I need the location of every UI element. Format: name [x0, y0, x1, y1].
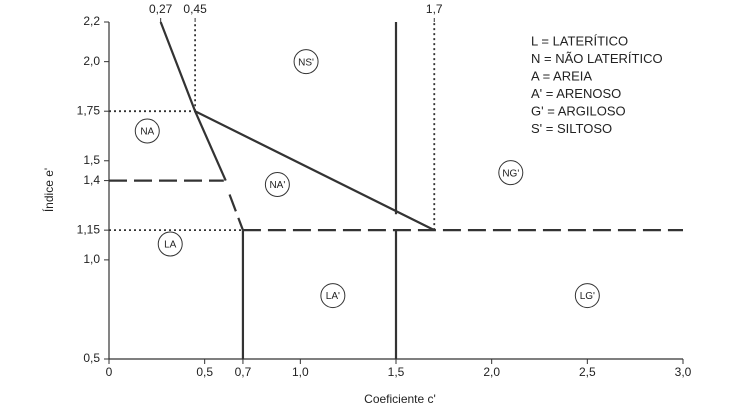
- region-label: NG': [502, 168, 519, 179]
- legend-note: N = NÃO LATERÍTICO: [531, 51, 663, 66]
- x-tick-label: 0,5: [196, 365, 213, 379]
- x-tick-label: 2,5: [579, 365, 596, 379]
- region-marker: [157, 231, 183, 257]
- y-tick-label: 1,75: [77, 103, 101, 117]
- boundary-line: [228, 194, 244, 231]
- region-marker: [264, 172, 290, 198]
- y-tick-label: 2,2: [83, 14, 100, 28]
- x2-tick-label: 0,27: [149, 2, 173, 16]
- region-marker: [320, 283, 346, 309]
- x-tick-label: 0: [106, 365, 113, 379]
- y-tick-label: 1,4: [83, 173, 100, 187]
- region-label: NS': [298, 57, 314, 68]
- region-label: NA': [269, 180, 285, 191]
- boundary-line: [194, 110, 227, 182]
- y-tick-label: 2,0: [83, 54, 100, 68]
- region-label: NA: [140, 127, 154, 138]
- region-label: LA: [164, 240, 177, 251]
- region-marker: [498, 160, 524, 186]
- x-tick-label: 1,0: [292, 365, 309, 379]
- y-tick-label: 0,5: [83, 351, 100, 365]
- x-tick-label: 3,0: [675, 365, 692, 379]
- legend-note: A' = ARENOSO: [531, 86, 621, 101]
- region-label: LG': [580, 291, 595, 302]
- legend-note: A = AREIA: [531, 68, 592, 83]
- legend-note: G' = ARGILOSO: [531, 103, 626, 118]
- region-marker: [293, 49, 319, 75]
- x-tick-label: 1,5: [388, 365, 405, 379]
- x2-tick-label: 1,7: [426, 2, 443, 16]
- y-tick-label: 1,5: [83, 153, 100, 167]
- region-marker: [134, 118, 160, 144]
- y-tick-label: 1,15: [77, 222, 101, 236]
- region-marker: [574, 283, 600, 309]
- x2-tick-label: 0,45: [183, 2, 207, 16]
- legend-note: S' = SILTOSO: [531, 121, 612, 136]
- region-label: LA': [326, 291, 340, 302]
- x-tick-label: 0,7: [235, 365, 252, 379]
- x-axis-label: Coeficiente c': [364, 392, 436, 406]
- x-tick-label: 2,0: [483, 365, 500, 379]
- legend-note: L = LATERÍTICO: [531, 33, 628, 48]
- y-tick-label: 1,0: [83, 252, 100, 266]
- y-axis-label: Índice e': [41, 168, 56, 212]
